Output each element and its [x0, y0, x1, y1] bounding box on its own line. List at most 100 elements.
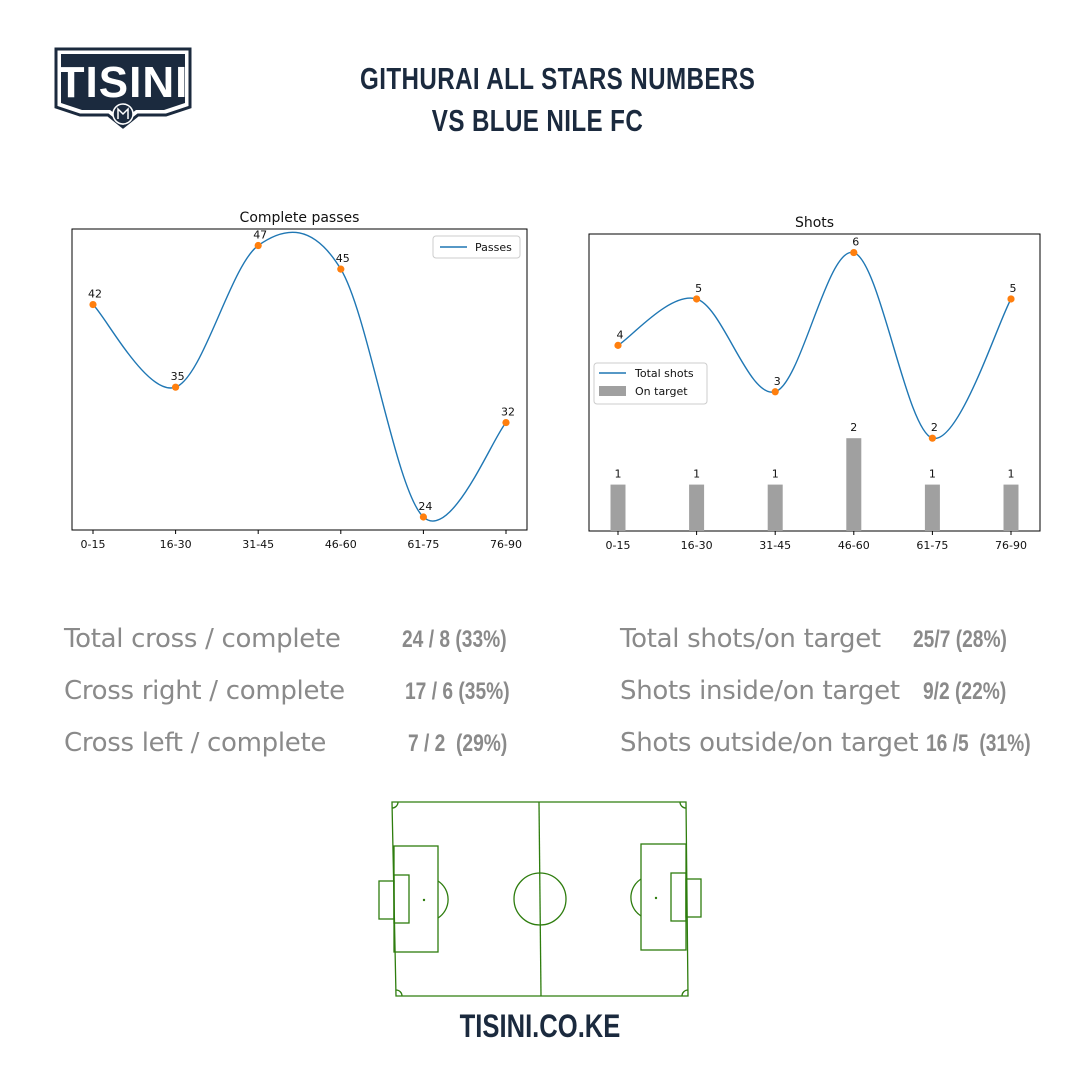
legend-label: Total shots	[634, 367, 694, 380]
right-goal	[685, 878, 702, 918]
bar-value-label: 1	[1008, 468, 1015, 481]
corner-arc	[391, 801, 399, 809]
stat-value: 16 /5 (31%)	[926, 730, 1031, 757]
stat-value: 24 / 8 (33%)	[402, 626, 507, 653]
bar-value-label: 1	[772, 468, 779, 481]
series-line	[92, 231, 507, 522]
data-point	[502, 418, 510, 427]
x-tick-label: 16-30	[160, 538, 192, 551]
on-target-bar	[1003, 484, 1019, 531]
point-value-label: 6	[852, 236, 859, 249]
complete-passes-svg: Complete passes 0-15 16-30 31-45 46-60 61-75 7…	[71, 210, 528, 551]
on-target-bar	[767, 484, 783, 531]
cross-stats: Total cross / complete 24 / 8 (33%) Cros…	[64, 624, 544, 774]
bar-value-label: 2	[850, 421, 857, 434]
shot-stats: Total shots/on target 25/7 (28%) Shots i…	[620, 624, 1060, 774]
chart-title: Shots	[795, 215, 834, 231]
x-tick-label: 61-75	[916, 539, 948, 552]
on-target-bar	[610, 484, 626, 531]
point-value-label: 47	[253, 229, 267, 242]
data-point	[850, 248, 858, 257]
left-goal-area	[393, 874, 410, 924]
right-penalty-area	[640, 843, 687, 951]
point-value-label: 5	[1010, 282, 1017, 295]
plot-frame	[588, 233, 1041, 532]
stat-value: 7 / 2 (29%)	[408, 730, 508, 757]
bar-value-label: 1	[693, 468, 700, 481]
pitch-outline	[391, 801, 689, 997]
stat-value: 17 / 6 (35%)	[405, 678, 510, 705]
website-url: TISINI.CO.KE	[459, 1008, 621, 1044]
legend-label: On target	[635, 385, 688, 398]
legend-label: Passes	[475, 241, 512, 254]
point-value-label: 35	[171, 370, 185, 383]
on-target-bar	[689, 484, 705, 531]
left-penalty-area	[393, 845, 439, 953]
chart-title: Complete passes	[240, 210, 360, 226]
legend-box	[432, 235, 521, 259]
halfway-line	[538, 801, 542, 997]
shots-svg: Shots 0-15 16-30 31-45 46-60 61-75 76-90 1 1 1 2 1 1…	[588, 215, 1041, 552]
right-goal-area	[670, 872, 687, 922]
complete-passes-chart: Complete passes 0-15 16-30 31-45 46-60 61-75 7…	[62, 208, 538, 558]
x-tick-label: 76-90	[995, 539, 1027, 552]
data-point	[771, 388, 779, 396]
data-point	[172, 383, 180, 391]
shots-chart: Shots 0-15 16-30 31-45 46-60 61-75 76-90 1 1 1 2 1 1…	[580, 212, 1050, 558]
point-value-label: 2	[931, 421, 938, 434]
point-value-label: 45	[336, 252, 350, 265]
chart-legend: Total shots On target	[593, 362, 708, 405]
x-tick-label: 46-60	[325, 538, 357, 551]
data-point	[693, 295, 701, 303]
plot-frame	[71, 228, 528, 531]
right-penalty-spot	[654, 896, 658, 900]
corner-arc	[681, 989, 689, 997]
point-value-label: 5	[695, 282, 702, 295]
data-point	[928, 434, 936, 442]
left-goal	[378, 880, 395, 920]
series-line	[617, 251, 1012, 439]
corner-arc	[679, 801, 687, 809]
data-point	[254, 241, 262, 250]
stat-label: Shots inside/on target	[620, 676, 900, 706]
x-tick-label: 46-60	[838, 539, 870, 552]
legend-bar-swatch	[599, 386, 626, 396]
data-point	[89, 300, 97, 309]
data-point	[1007, 295, 1015, 303]
data-point	[614, 341, 622, 349]
stat-label: Shots outside/on target	[620, 728, 919, 758]
on-target-bar	[924, 484, 940, 531]
point-value-label: 3	[774, 375, 781, 388]
stat-value: 25/7 (28%)	[913, 626, 1007, 653]
point-value-label: 32	[501, 406, 515, 419]
title-line-1: GITHURAI ALL STARS NUMBERS	[360, 61, 756, 96]
stat-value: 9/2 (22%)	[923, 678, 1007, 705]
x-tick-label: 31-45	[759, 539, 791, 552]
stat-label: Cross left / complete	[64, 728, 327, 758]
on-target-bar	[846, 438, 862, 531]
corner-arc	[395, 989, 403, 997]
x-tick-label: 76-90	[490, 538, 522, 551]
bar-value-label: 1	[929, 468, 936, 481]
point-value-label: 4	[617, 328, 624, 341]
left-penalty-spot	[422, 898, 426, 902]
point-value-label: 42	[88, 288, 102, 301]
title-line-2: VS BLUE NILE FC	[431, 103, 644, 138]
x-tick-label: 16-30	[681, 539, 713, 552]
stat-label: Total cross / complete	[64, 624, 341, 654]
stat-label: Total shots/on target	[620, 624, 881, 654]
bar-value-label: 1	[615, 468, 622, 481]
left-penalty-arc	[437, 880, 449, 919]
center-circle	[513, 872, 567, 926]
data-point	[419, 513, 427, 521]
x-tick-label: 0-15	[81, 538, 106, 551]
tisini-logo: TISINI	[54, 47, 192, 129]
logo-text: TISINI	[58, 58, 189, 107]
x-tick-label: 61-75	[407, 538, 439, 551]
right-penalty-arc	[630, 878, 642, 917]
x-tick-label: 0-15	[606, 539, 631, 552]
page-title: GITHURAI ALL STARS NUMBERS VS BLUE NILE …	[360, 58, 756, 142]
football-pitch-diagram	[378, 801, 702, 997]
chart-legend: Passes	[432, 235, 521, 259]
point-value-label: 24	[418, 500, 432, 513]
